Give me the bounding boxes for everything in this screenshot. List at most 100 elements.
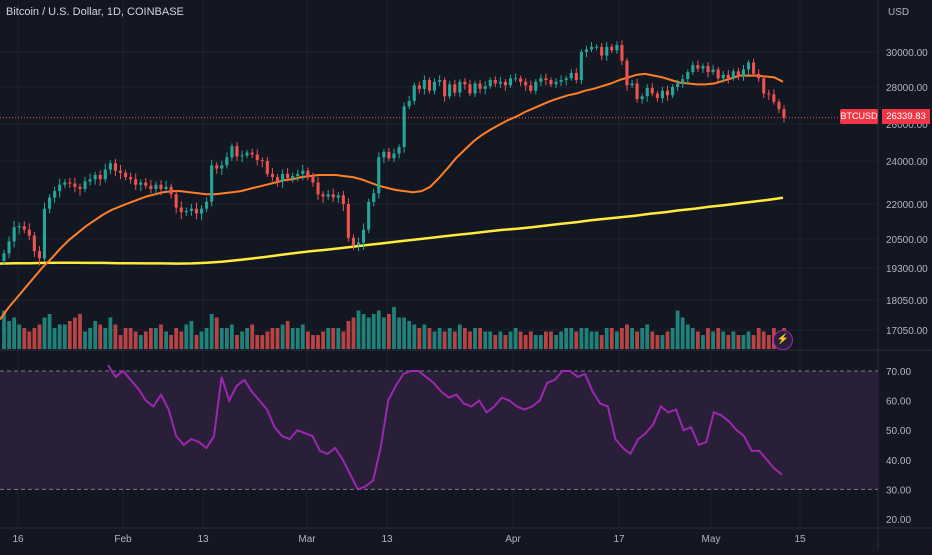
candle-body	[590, 46, 594, 50]
volume-bar	[336, 328, 341, 349]
volume-bar	[660, 335, 665, 349]
candle-body	[48, 197, 52, 209]
candle-body	[508, 78, 512, 86]
lightning-bolt-icon[interactable]: ⚡	[773, 330, 793, 350]
volume-bar	[432, 331, 437, 349]
candle-body	[124, 172, 128, 178]
candle-body	[736, 71, 740, 77]
volume-bar	[615, 331, 619, 349]
volume-bar	[382, 317, 386, 349]
candle-body	[655, 93, 659, 99]
candle-body	[174, 194, 178, 208]
time-tick-label: May	[702, 534, 721, 545]
candle-body	[189, 208, 193, 211]
candle-body	[473, 83, 477, 94]
rsi-panel	[0, 364, 878, 491]
volume-bar	[37, 324, 42, 349]
price-scale: USD 30000.00 28000.00 26000.00 24000.00 22000…	[886, 7, 928, 526]
candle-body	[311, 177, 315, 183]
volume-bar	[473, 328, 477, 349]
volume-bar	[397, 317, 401, 349]
candle-body	[149, 185, 153, 189]
volume-bar	[437, 328, 442, 349]
candle-body	[382, 151, 386, 158]
candle-body	[275, 177, 279, 182]
rsi-tick-label: 20.00	[886, 515, 911, 526]
candle-body	[37, 251, 41, 259]
candle-body	[539, 78, 543, 82]
candle-body	[154, 184, 158, 189]
volume-bar	[549, 331, 553, 349]
volume-bar	[528, 331, 533, 349]
candle-body	[432, 81, 436, 91]
candle-body	[73, 183, 77, 187]
candle-body	[579, 52, 583, 80]
candle-body	[625, 60, 629, 86]
candle-body	[438, 80, 442, 82]
candle-body	[63, 182, 67, 185]
volume-bar	[32, 328, 37, 349]
volume-bar	[184, 324, 189, 349]
volume-bar	[341, 331, 346, 349]
candle-body	[316, 182, 320, 195]
volume-bar	[103, 328, 108, 349]
volume-bar	[609, 328, 614, 349]
volume-bar	[57, 324, 62, 349]
candle-body	[706, 66, 710, 73]
candle-body	[665, 90, 669, 96]
volume-bar	[508, 331, 513, 349]
candle-body	[336, 195, 340, 198]
volume-bar	[559, 331, 563, 349]
candle-body	[747, 62, 751, 70]
candle-body	[235, 146, 239, 157]
candle-body	[17, 226, 21, 228]
candle-body	[686, 72, 690, 80]
time-tick-label: 13	[197, 534, 209, 545]
volume-bar	[285, 321, 290, 349]
candle-body	[524, 81, 528, 86]
candle-body	[240, 155, 244, 157]
candle-body	[427, 80, 431, 91]
volume-bar	[133, 331, 138, 349]
volume-bar	[716, 328, 721, 349]
volume-bar	[599, 335, 604, 349]
candle-body	[7, 241, 11, 254]
candle-body	[701, 66, 705, 69]
volume-bar	[751, 335, 756, 349]
candle-body	[2, 253, 6, 261]
volume-bar	[194, 335, 199, 349]
candle-body	[772, 94, 776, 102]
volume-bar	[635, 331, 639, 349]
candle-body	[306, 170, 310, 178]
volume-bar	[351, 317, 356, 349]
candle-body	[98, 175, 102, 180]
volume-bar	[721, 331, 726, 349]
candle-body	[194, 208, 198, 214]
volume-bar	[199, 331, 204, 349]
candle-body	[331, 194, 335, 198]
price-tick-label: 22000.00	[886, 200, 928, 211]
volume-bar	[7, 321, 11, 349]
volume-bar	[245, 328, 249, 349]
candle-body	[230, 146, 234, 158]
candle-body	[372, 193, 376, 202]
candle-body	[716, 69, 720, 79]
time-tick-label: 15	[794, 534, 806, 545]
candle-body	[503, 81, 507, 86]
candle-body	[377, 157, 381, 194]
candle-body	[498, 81, 502, 84]
volume-bar	[169, 335, 173, 349]
candle-body	[605, 46, 609, 56]
volume-bar	[711, 331, 715, 349]
volume-bar	[726, 335, 731, 349]
volume-bar	[235, 335, 239, 349]
candle-body	[407, 100, 411, 107]
volume-bar	[478, 328, 482, 349]
candle-body	[463, 81, 467, 85]
candle-body	[752, 62, 756, 74]
volume-bar	[452, 331, 457, 349]
candle-body	[392, 153, 396, 159]
currency-label: USD	[888, 7, 909, 18]
